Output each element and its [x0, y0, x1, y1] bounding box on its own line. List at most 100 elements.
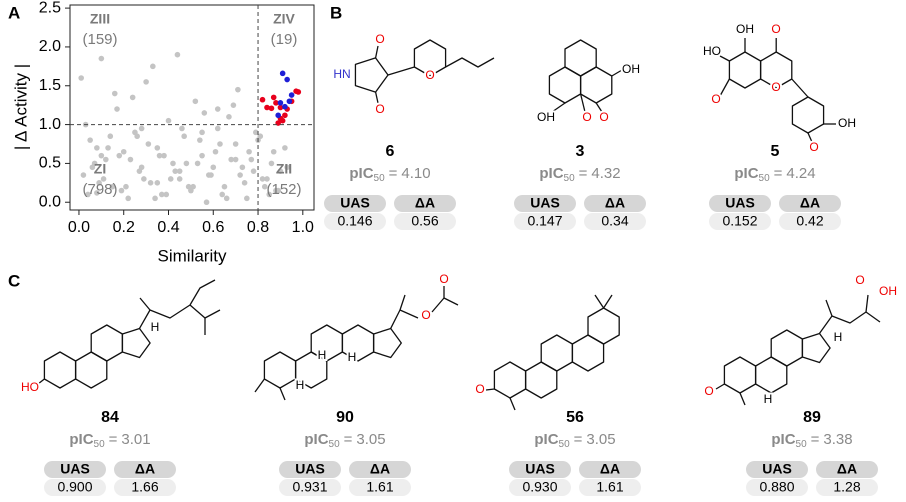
atom-label: O [425, 68, 434, 82]
pill-label: ΔA [837, 461, 857, 477]
data-point [273, 100, 279, 106]
plot-frame [69, 4, 315, 211]
pill-text: 0.147 [527, 213, 562, 229]
data-point [264, 176, 270, 182]
pill-header [509, 461, 571, 478]
pic50-label: pIC [69, 431, 93, 448]
pill-value [44, 479, 106, 496]
pill-label: UAS [60, 461, 90, 477]
data-point [279, 70, 286, 77]
pic50-sub: 50 [564, 173, 576, 184]
data-point [259, 96, 266, 103]
pill-value [514, 213, 576, 230]
bond [279, 387, 286, 401]
bond [564, 39, 597, 77]
data-point [201, 110, 208, 116]
data-point [185, 183, 192, 190]
data-point [199, 152, 205, 159]
bond [374, 91, 379, 104]
pill-header [779, 195, 841, 212]
data-point [210, 164, 217, 171]
atom-label: O [711, 92, 720, 106]
bond [310, 324, 344, 362]
data-point [252, 129, 259, 136]
data-point [246, 148, 252, 155]
atom-label: O [475, 382, 484, 396]
data-point [261, 183, 268, 190]
data-point [228, 156, 234, 163]
data-point [259, 176, 266, 182]
pill-value [509, 479, 571, 496]
pic50-label: pIC [734, 165, 758, 182]
bond [387, 66, 415, 76]
pic50-label: pIC [771, 431, 795, 448]
data-point [87, 137, 93, 143]
data-point [111, 90, 118, 97]
bond [754, 356, 788, 394]
data-point [94, 145, 100, 151]
data-point [212, 148, 219, 155]
bond [139, 297, 151, 311]
y-axis-label: | Δ Activity | [11, 64, 30, 150]
data-point [176, 168, 183, 174]
bond [865, 311, 881, 323]
data-point [125, 195, 132, 202]
data-point [109, 183, 116, 190]
bond [739, 392, 746, 406]
pill-value [349, 479, 411, 496]
data-point [156, 152, 163, 159]
pill-text: 0.42 [796, 213, 823, 229]
pill-text: 0.900 [57, 479, 92, 495]
bond [719, 55, 730, 62]
pic50-sub: 50 [329, 439, 341, 450]
pic50-eq: = [579, 165, 588, 182]
pic50-value: 4.24 [786, 165, 815, 182]
data-point [248, 156, 255, 163]
pic50-sub: 50 [94, 439, 106, 450]
data-point [273, 187, 279, 194]
panel-label: A [8, 3, 20, 22]
bond [263, 351, 297, 389]
data-point [203, 199, 210, 206]
data-point [138, 125, 145, 132]
pic50: pIC50 = 3.05 [304, 431, 385, 450]
data-point [223, 195, 230, 202]
compound-id: 56 [566, 409, 584, 426]
x-tick-label: 0.0 [68, 219, 90, 236]
pill-header [584, 195, 646, 212]
pic50-eq: = [344, 431, 353, 448]
bond [594, 294, 605, 309]
data-point [80, 172, 87, 178]
bond [595, 102, 603, 113]
bond [524, 361, 558, 399]
bond [121, 327, 151, 359]
bond [413, 39, 447, 77]
bond [723, 356, 757, 394]
bond [548, 66, 582, 104]
data-point [270, 94, 277, 101]
bond [611, 69, 623, 77]
atom-label: HO [703, 44, 721, 58]
atom-label: H [834, 330, 843, 344]
atom-label: H [348, 350, 357, 364]
data-point [147, 180, 154, 186]
atom-label: OH [537, 110, 555, 124]
bond [791, 96, 825, 134]
bond [374, 45, 379, 59]
pill-header [816, 461, 878, 478]
data-point [176, 176, 183, 182]
bond [579, 66, 613, 104]
data-point [226, 114, 232, 120]
atom-label: HO [21, 380, 39, 394]
pill-header [709, 195, 771, 212]
compound-id: 89 [803, 409, 821, 426]
data-point [154, 145, 161, 151]
pill-text: 0.880 [759, 479, 794, 495]
atom-label: O [439, 272, 448, 286]
pic50-sub: 50 [759, 173, 771, 184]
bond [372, 327, 402, 359]
x-tick-label: 0.2 [113, 219, 135, 236]
data-point [91, 160, 98, 167]
bond [770, 329, 804, 367]
atom-label: H [296, 378, 305, 392]
